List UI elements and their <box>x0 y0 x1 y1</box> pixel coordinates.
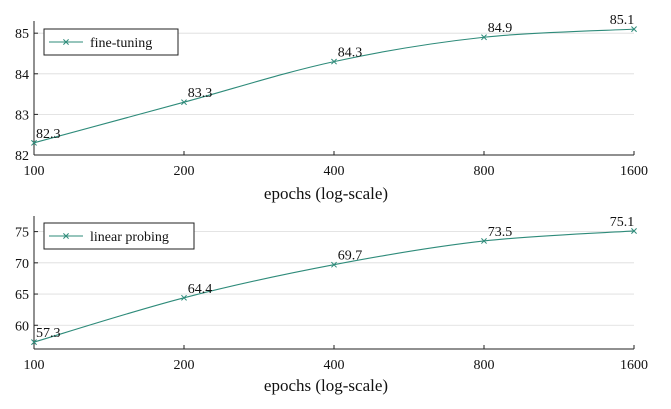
data-point <box>631 228 637 234</box>
data-point <box>31 339 37 346</box>
x-tick-label: 100 <box>24 164 45 179</box>
y-tick-label: 70 <box>15 257 29 272</box>
legend-marker <box>63 39 69 45</box>
y-tick-label: 82 <box>15 149 29 164</box>
x-tick-label: 800 <box>474 164 495 179</box>
data-label: 82.3 <box>36 127 61 142</box>
data-point <box>181 294 187 301</box>
x-tick-label: 200 <box>174 358 195 373</box>
legend-label: fine-tuning <box>90 36 152 51</box>
data-point <box>181 99 187 106</box>
x-axis-title: epochs (log-scale) <box>264 376 388 395</box>
data-point <box>631 26 637 33</box>
x-tick-label: 100 <box>24 358 45 373</box>
data-label: 57.3 <box>36 326 61 341</box>
data-label: 83.3 <box>188 86 213 101</box>
y-tick-label: 84 <box>15 68 29 83</box>
data-label: 75.1 <box>610 215 635 230</box>
fine-tuning-panel: 82 83 84 85 100 200 400 800 1600 epochs (log-scal… <box>15 13 648 203</box>
data-point <box>331 261 337 268</box>
data-point <box>331 58 337 65</box>
x-tick-label: 1600 <box>620 164 648 179</box>
data-label: 85.1 <box>610 13 635 28</box>
data-point <box>31 139 37 146</box>
data-label: 84.9 <box>488 21 513 36</box>
data-label: 84.3 <box>338 46 363 61</box>
x-tick-label: 1600 <box>620 358 648 373</box>
data-point <box>481 238 487 244</box>
legend-label: linear probing <box>90 230 169 245</box>
x-tick-label: 800 <box>474 358 495 373</box>
x-axis-title: epochs (log-scale) <box>264 184 388 203</box>
x-tick-label: 400 <box>324 358 345 373</box>
y-tick-label: 83 <box>15 108 29 123</box>
x-tick-label: 400 <box>324 164 345 179</box>
data-label: 64.4 <box>188 282 213 297</box>
data-point <box>481 34 487 41</box>
y-tick-label: 75 <box>15 226 29 241</box>
x-tick-label: 200 <box>174 164 195 179</box>
y-tick-label: 65 <box>15 288 29 303</box>
y-tick-label: 85 <box>15 27 29 42</box>
y-tick-label: 60 <box>15 319 29 334</box>
legend-marker <box>63 233 69 239</box>
data-label: 73.5 <box>488 225 513 240</box>
linear-probing-panel: 60 65 70 75 100 200 400 800 1600 epochs (log-scal… <box>15 215 648 395</box>
data-label: 69.7 <box>338 249 363 264</box>
